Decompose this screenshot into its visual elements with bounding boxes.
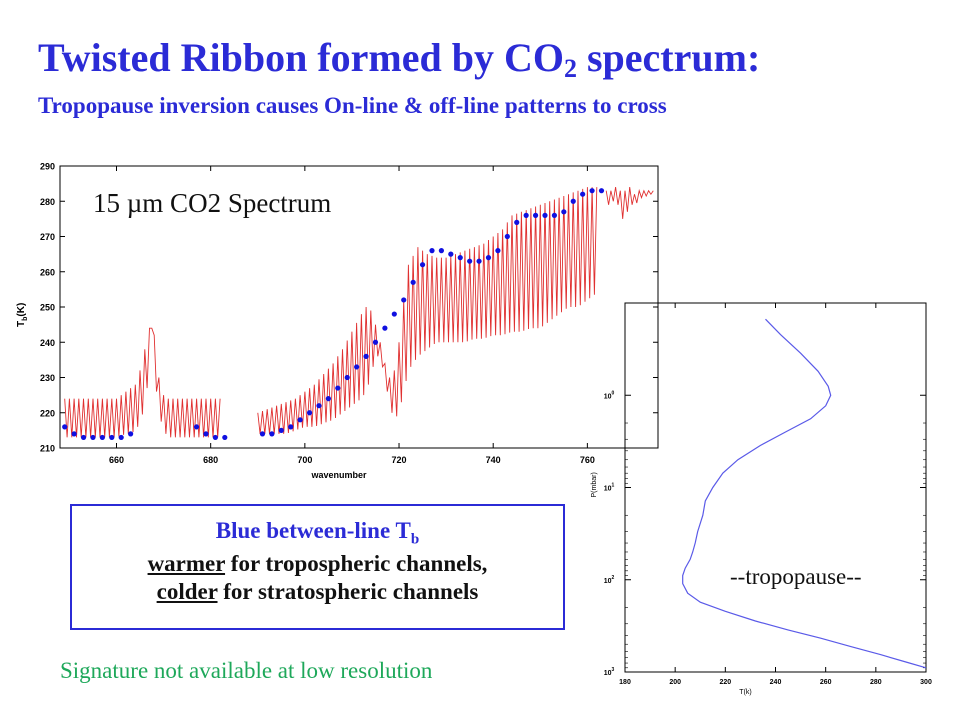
x-tick-label: 260 xyxy=(820,679,832,686)
x-axis-label: T(k) xyxy=(739,689,751,696)
box-line-3: colder for stratospheric channels xyxy=(156,578,479,604)
between-line-point xyxy=(419,262,426,268)
temperature-profile-line xyxy=(682,318,927,669)
between-line-point xyxy=(80,434,87,441)
profile-plot-frame xyxy=(624,302,927,673)
y-tick-label: 100 xyxy=(604,390,615,400)
between-line-point xyxy=(363,353,369,359)
between-line-point xyxy=(212,434,218,441)
between-line-point xyxy=(523,212,529,218)
between-line-point xyxy=(222,434,228,441)
box-line-2: warmer for tropospheric channels, xyxy=(147,550,488,576)
between-line-point xyxy=(495,248,501,254)
spectrum-line xyxy=(64,327,221,438)
between-line-point xyxy=(429,248,435,254)
slide-subtitle: Tropopause inversion causes On-line & of… xyxy=(38,93,667,118)
x-tick-label: 760 xyxy=(580,455,595,465)
y-tick-label: 210 xyxy=(40,444,55,454)
between-line-point xyxy=(382,325,388,331)
between-line-point xyxy=(344,374,350,381)
between-line-point xyxy=(354,364,360,370)
between-line-point xyxy=(542,212,548,218)
y-tick-label: 280 xyxy=(40,197,55,207)
between-line-point xyxy=(90,434,96,441)
between-line-point xyxy=(448,251,454,257)
x-tick-label: 180 xyxy=(619,679,631,686)
between-line-point xyxy=(401,297,407,303)
between-line-point xyxy=(476,258,482,264)
y-axis-label: P(mbar) xyxy=(591,472,598,497)
box-line-1: Blue between-line Tb xyxy=(215,518,420,548)
tropopause-label: --tropopause-- xyxy=(730,564,862,589)
between-line-point xyxy=(109,434,115,441)
between-line-point xyxy=(71,431,77,437)
between-line-point xyxy=(259,431,266,437)
y-tick-label: 270 xyxy=(40,232,55,242)
y-tick-label: 290 xyxy=(40,162,55,172)
between-line-point xyxy=(514,219,520,225)
between-line-point xyxy=(335,385,341,391)
between-line-point xyxy=(598,188,605,194)
between-line-point xyxy=(438,248,445,254)
y-tick-label: 230 xyxy=(40,373,55,383)
spectrum-line xyxy=(257,187,598,434)
between-line-point xyxy=(118,434,124,441)
between-line-point xyxy=(297,417,303,423)
co2-spectrum-chart: 210 220 230 240 250 260 270 280 290 660 680 700 720 7… xyxy=(16,162,659,480)
between-line-point xyxy=(410,279,416,285)
spectrum-label: 15 µm CO2 Spectrum xyxy=(91,188,334,219)
x-tick-label: 660 xyxy=(109,455,124,465)
between-line-point xyxy=(269,431,275,437)
between-line-point xyxy=(467,258,473,264)
temperature-profile-chart: 180 200 220 240 260 280 300 T(k) 100 101 102 103 P(m… xyxy=(591,302,932,696)
between-line-point xyxy=(99,434,105,441)
between-line-point xyxy=(570,198,576,204)
y-tick-label: 102 xyxy=(604,575,615,585)
resolution-note: Signature not available at low resolutio… xyxy=(60,658,433,683)
x-tick-label: 700 xyxy=(297,455,312,465)
between-line-point xyxy=(306,410,313,416)
spectrum-line xyxy=(605,187,654,219)
between-line-point xyxy=(551,212,558,218)
between-line-point xyxy=(193,424,200,430)
between-line-point xyxy=(561,209,567,215)
between-line-point xyxy=(288,424,294,430)
x-tick-label: 740 xyxy=(486,455,501,465)
y-tick-label: 250 xyxy=(40,303,55,313)
x-tick-label: 300 xyxy=(920,679,932,686)
between-line-point xyxy=(457,255,463,261)
between-line-point xyxy=(203,431,209,437)
between-line-point xyxy=(504,233,510,240)
between-line-point xyxy=(128,431,134,437)
between-line-point xyxy=(62,424,68,430)
between-line-point xyxy=(589,188,595,194)
x-tick-label: 680 xyxy=(203,455,218,465)
between-line-point xyxy=(532,212,539,218)
y-axis-label: Tb(K) xyxy=(16,303,29,327)
y-tick-label: 101 xyxy=(604,483,615,493)
x-tick-label: 720 xyxy=(392,455,407,465)
y-tick-label: 103 xyxy=(604,667,615,677)
x-tick-label: 200 xyxy=(669,679,681,686)
slide-title: Twisted Ribbon formed by CO2 spectrum: xyxy=(38,35,761,83)
between-line-point xyxy=(325,396,331,402)
x-tick-label: 280 xyxy=(870,679,882,686)
y-tick-label: 220 xyxy=(40,408,55,418)
x-tick-label: 220 xyxy=(719,679,731,686)
x-tick-label: 240 xyxy=(770,679,782,686)
between-line-point xyxy=(391,311,397,317)
between-line-point xyxy=(278,427,284,433)
between-line-point xyxy=(485,255,492,261)
between-line-point xyxy=(316,403,322,409)
between-line-point xyxy=(372,339,379,345)
between-line-point xyxy=(580,191,586,197)
y-tick-label: 260 xyxy=(40,267,55,277)
explanation-box: Blue between-line Tb warmer for troposph… xyxy=(70,504,565,630)
x-axis-label: wavenumber xyxy=(310,470,367,480)
y-tick-label: 240 xyxy=(40,338,55,348)
